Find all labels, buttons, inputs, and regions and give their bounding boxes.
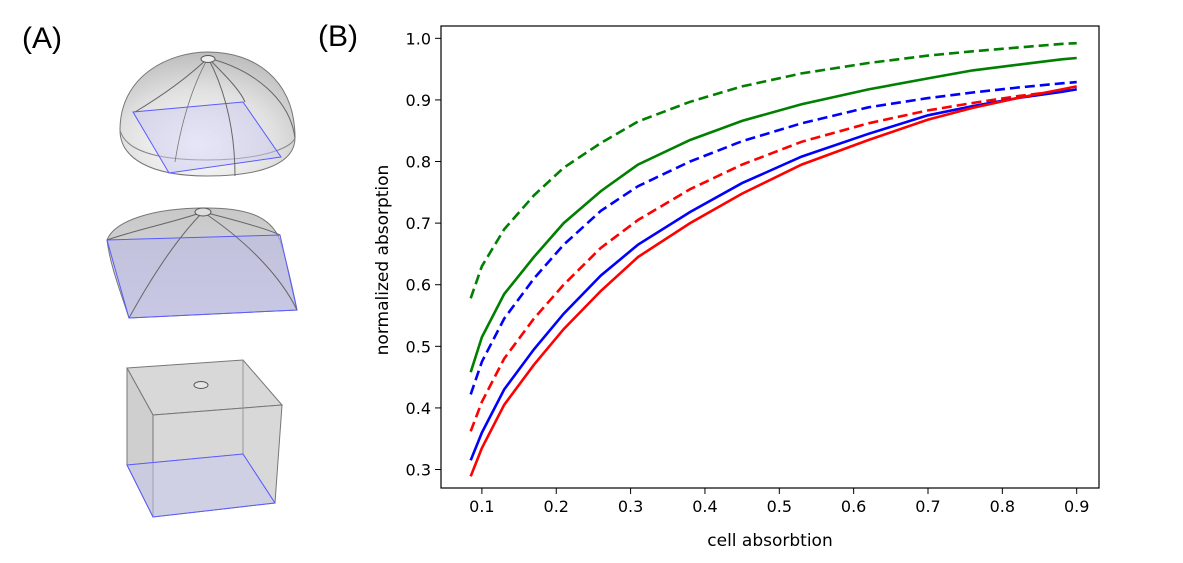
series-line-green-solid — [469, 56, 1077, 373]
y-tick-label: 0.8 — [406, 153, 431, 172]
y-axis-label: normalized absorption — [373, 165, 393, 356]
y-tick-label: 0.7 — [406, 214, 431, 233]
x-tick-label: 0.2 — [544, 497, 569, 516]
y-tick-label: 0.3 — [406, 461, 431, 480]
x-tick-label: 0.8 — [990, 497, 1015, 516]
cube-shape — [126, 359, 284, 518]
hole-icon — [194, 207, 212, 217]
dome-shape — [119, 51, 296, 177]
x-tick-label: 0.1 — [469, 497, 494, 516]
series-line-blue-solid — [469, 88, 1077, 461]
pillow-shape — [106, 207, 298, 319]
series-line-blue-dashed — [469, 80, 1077, 395]
plot-frame — [440, 25, 1100, 489]
x-tick-label: 0.7 — [915, 497, 940, 516]
series-line-red-dashed — [469, 87, 1077, 432]
y-tick-label: 0.9 — [406, 91, 431, 110]
x-tick-label: 0.4 — [692, 497, 717, 516]
x-tick-label: 0.3 — [618, 497, 643, 516]
y-tick-label: 0.4 — [406, 399, 431, 418]
panel-label-b: (B) — [318, 20, 358, 53]
series-line-green-dashed — [469, 41, 1077, 299]
x-tick-label: 0.9 — [1064, 497, 1089, 516]
series-layer — [469, 41, 1077, 477]
x-tick-label: 0.5 — [767, 497, 792, 516]
panel-label-a: (A) — [22, 22, 62, 55]
x-tick-label: 0.6 — [841, 497, 866, 516]
hole-icon — [200, 55, 216, 63]
hole-icon — [193, 381, 209, 389]
y-tick-label: 0.6 — [406, 276, 431, 295]
series-line-red-solid — [469, 85, 1077, 477]
y-tick-label: 1.0 — [406, 29, 431, 48]
x-axis-label: cell absorbtion — [707, 531, 832, 551]
shapes-panel — [106, 51, 298, 518]
y-tick-label: 0.5 — [406, 337, 431, 356]
ticks-layer: 0.1 0.2 0.3 0.4 0.5 0.6 0.7 0.8 0.9 0.3 0.4 0.5 0.6 0… — [406, 29, 1090, 516]
